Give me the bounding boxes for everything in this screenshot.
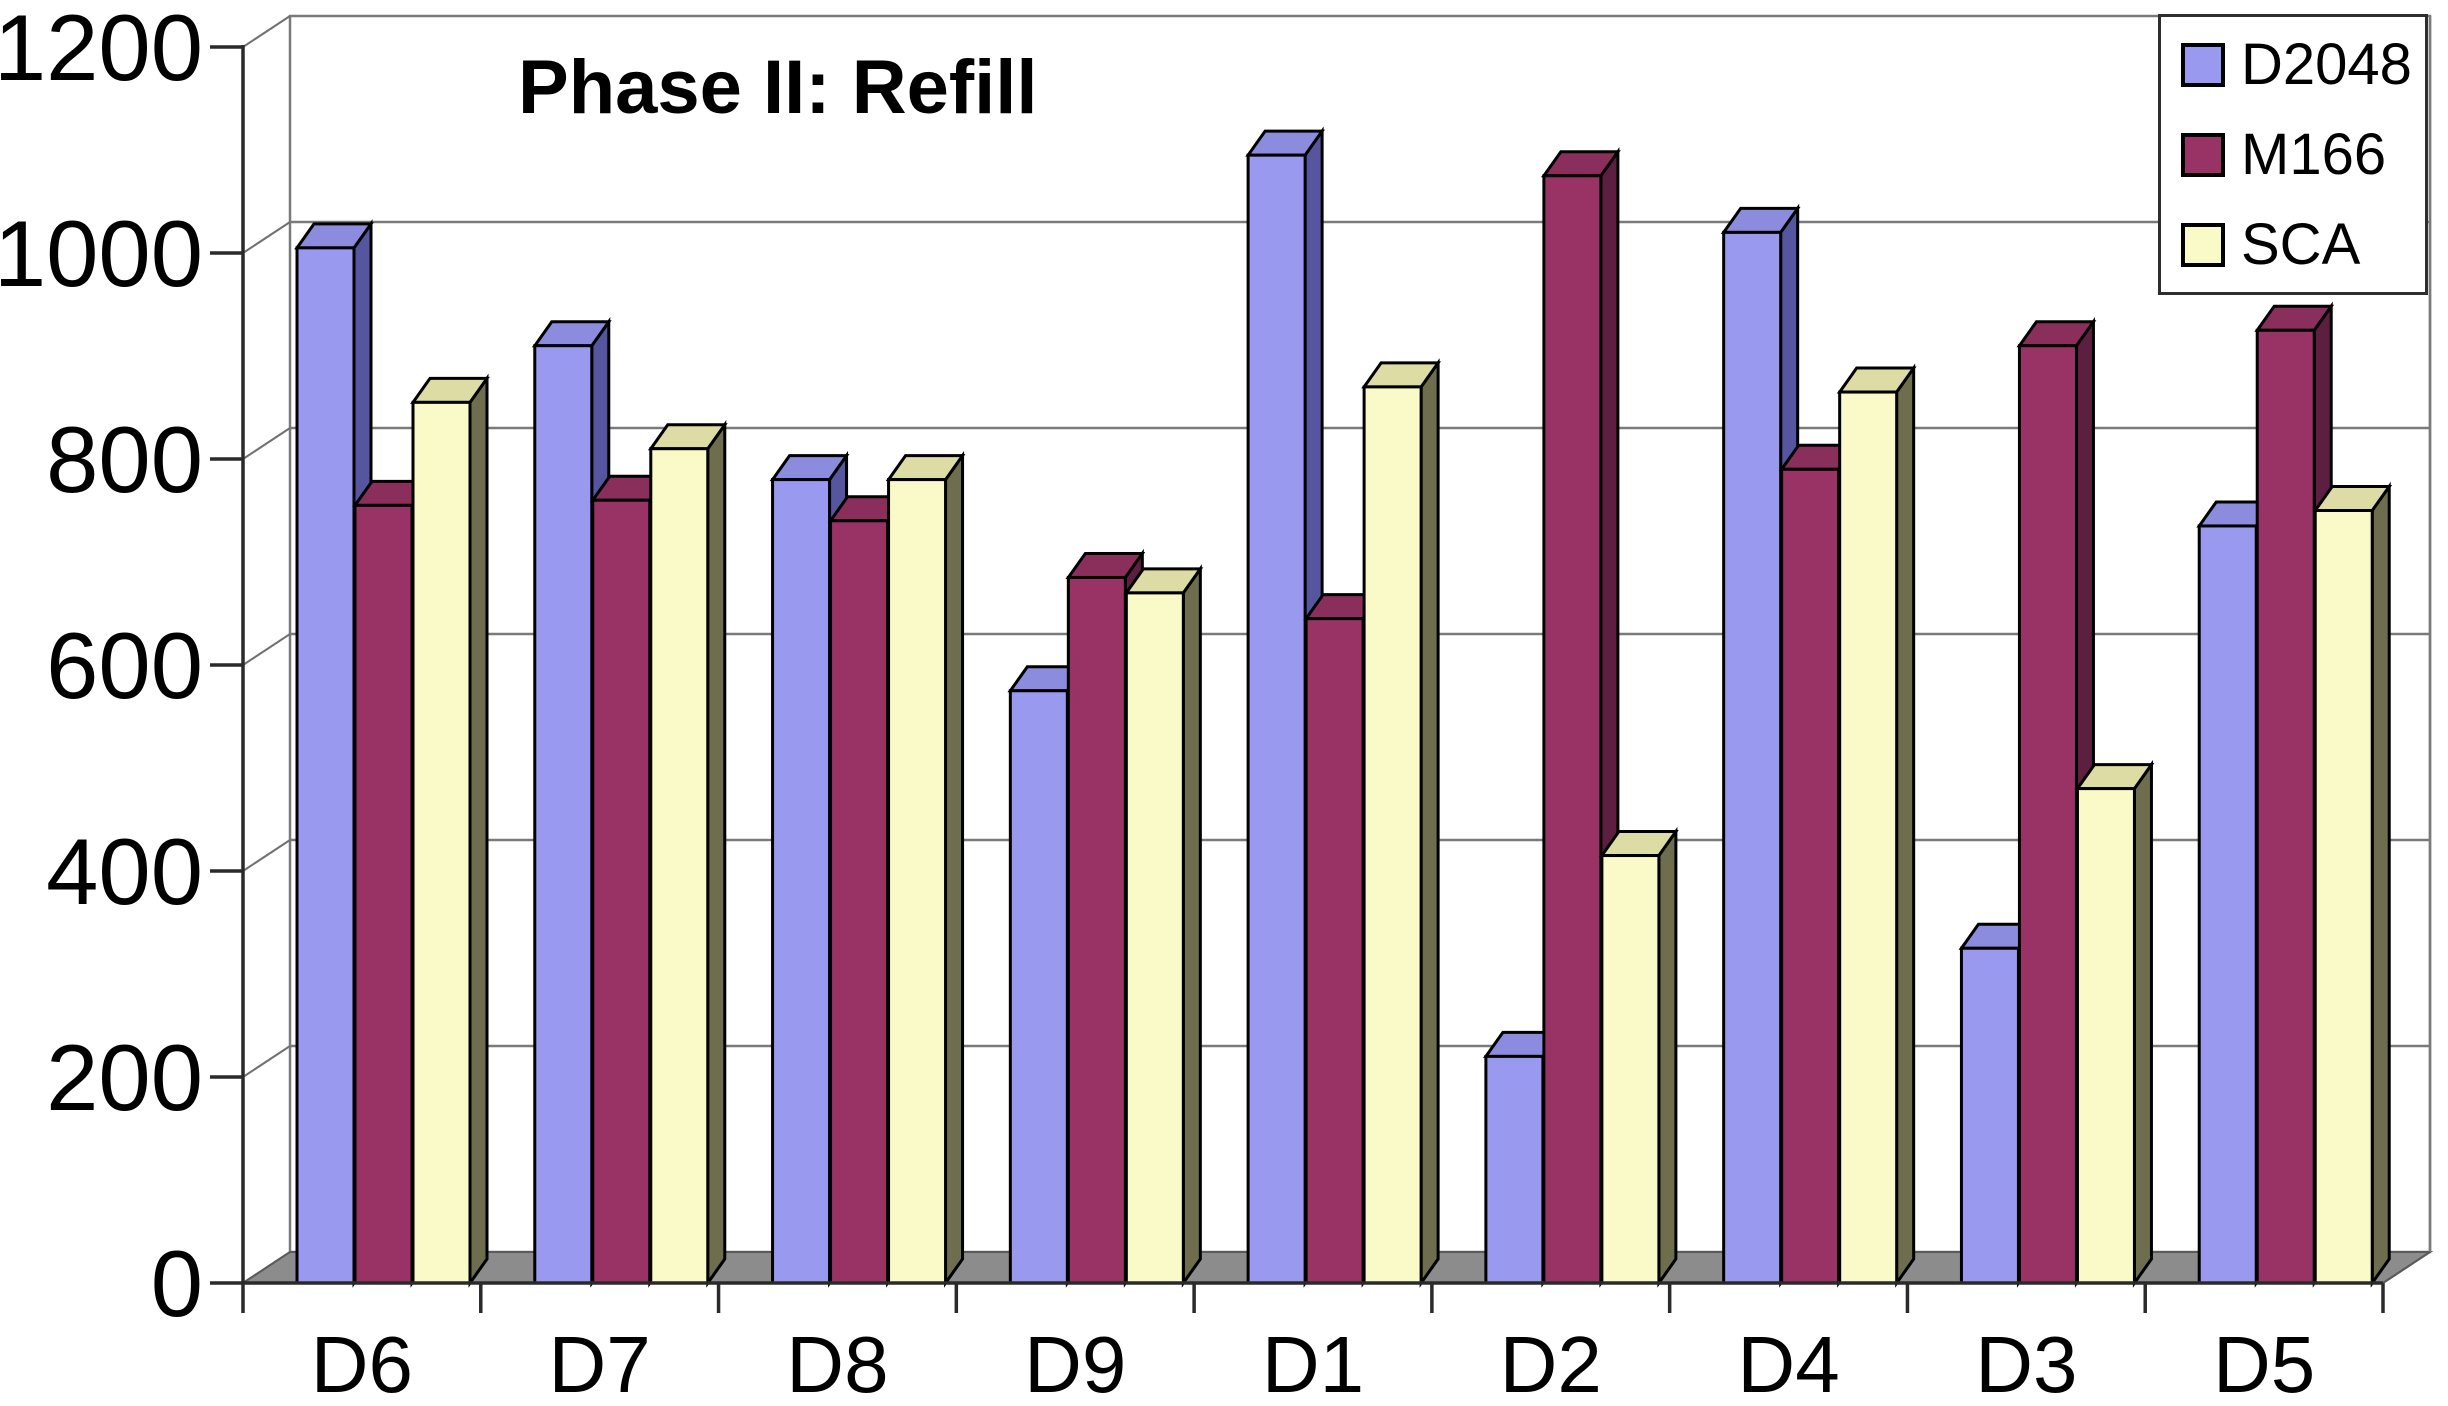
x-axis-labels: D6 D7 D8 D9 D1 D2 D4 D3 D5 [311,1320,2315,1406]
bar-front-face [1780,467,1841,1285]
legend-swatch-d2048 [2181,42,2225,87]
legend-swatch-sca [2181,222,2225,267]
y-axis-tick-label: 600 [46,613,203,718]
bar-front-face [829,519,890,1285]
bar-side-face [1657,826,1678,1288]
bar-front-face [1246,153,1307,1285]
bar-front-face [1484,1054,1545,1285]
bar-front-face [2197,524,2258,1285]
legend-item-sca: SCA [2181,200,2425,290]
y-axis-tick-label: 1200 [0,0,203,100]
x-axis-label: D6 [311,1320,413,1406]
right-floor-edge [2382,1251,2431,1284]
bar-front-face [771,478,832,1285]
x-axis-label: D1 [1262,1320,1364,1406]
legend-label: M166 [2241,121,2387,187]
x-axis-ticks [241,1283,2385,1313]
x-axis-label: D5 [2213,1320,2315,1406]
axis-connector [242,839,291,872]
bar-sca-d9 [1123,564,1204,1288]
y-axis-tick-label: 800 [46,407,203,512]
x-axis-label: D3 [1975,1320,2077,1406]
axis-connector [242,15,291,48]
bar-front-face [591,498,652,1285]
bar-sca-d7 [647,419,728,1288]
bar-sca-d2 [1598,826,1679,1288]
bar-side-face [2132,759,2153,1288]
x-axis-label: D9 [1024,1320,1126,1406]
bar-front-face [1008,689,1069,1285]
bar-front-face [1722,230,1783,1285]
bar-side-face [2370,481,2391,1288]
bar-sca-d5 [2312,481,2393,1288]
bar-front-face [1124,591,1185,1285]
x-axis-label: D4 [1737,1320,1839,1406]
legend-item-d2048: D2048 [2181,20,2425,110]
legend-label: D2048 [2241,31,2412,97]
bar-side-face [706,419,727,1288]
x-axis-label: D2 [1500,1320,1602,1406]
legend-swatch-m166 [2181,132,2225,177]
bar-sca-d6 [410,373,490,1288]
bar-front-face [295,246,356,1285]
bar-front-face [2075,787,2136,1285]
bar-side-face [1895,363,1916,1288]
legend: D2048 M166 SCA [2158,14,2428,295]
bar-front-face [2255,328,2316,1285]
x-axis-label: D8 [786,1320,888,1406]
bar-sca-d4 [1836,363,1917,1288]
chart-title: Phase II: Refill [518,45,1038,130]
bar-side-face [944,450,965,1288]
legend-label: SCA [2241,211,2361,277]
bar-side-face [468,373,489,1288]
bar-sca-d8 [885,450,966,1288]
y-axis-labels: 0 200 400 600 800 1000 1200 [0,0,203,1336]
bar-front-face [1542,174,1603,1285]
bar-side-face [1419,358,1440,1288]
bar-side-face [1181,564,1202,1288]
axis-connectors [242,15,291,1284]
bar-front-face [1066,575,1127,1285]
x-axis-label: D7 [549,1320,651,1406]
bar-front-face [649,447,710,1285]
y-axis-tick-label: 0 [151,1231,203,1336]
bar-front-face [1362,385,1423,1285]
bar-sca-d3 [2074,759,2155,1288]
axis-connector [242,633,291,666]
bar-front-face [1600,854,1661,1285]
bar-front-face [887,478,948,1285]
y-axis-tick-label: 400 [46,819,203,924]
y-axis-ticks [210,45,243,1285]
bar-front-face [2313,509,2374,1285]
legend-item-m166: M166 [2181,110,2425,200]
bar-front-face [1959,946,2020,1285]
bars [294,126,2393,1288]
axis-connector [242,221,291,254]
bar-sca-d1 [1361,358,1442,1288]
bar-front-face [2017,344,2078,1285]
bar-front-face [1304,617,1365,1285]
bar-front-face [353,503,414,1285]
axis-connector [242,427,291,460]
bar-front-face [1838,390,1899,1285]
bar-front-face [533,344,594,1285]
y-axis-tick-label: 1000 [0,201,203,306]
bar-front-face [411,400,472,1285]
y-axis-tick-label: 200 [46,1025,203,1130]
axis-connector [242,1045,291,1078]
